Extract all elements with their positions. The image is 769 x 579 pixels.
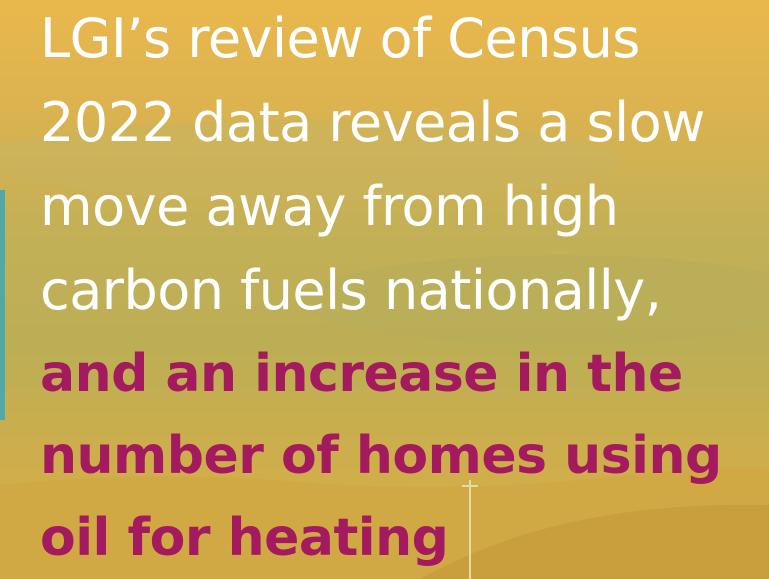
headline-line: move away from high: [40, 180, 619, 234]
edge-strip: [0, 190, 5, 420]
highlight-line: and an increase in the: [40, 348, 683, 400]
headline-line: LGI’s review of Census: [40, 12, 640, 66]
headline-line: 2022 data reveals a slow: [40, 96, 705, 150]
highlight-line: oil for heating: [40, 512, 448, 564]
poster: LGI’s review of Census 2022 data reveals…: [0, 0, 769, 579]
highlight-line: number of homes using: [40, 430, 722, 482]
headline-line: carbon fuels nationally,: [40, 264, 661, 318]
